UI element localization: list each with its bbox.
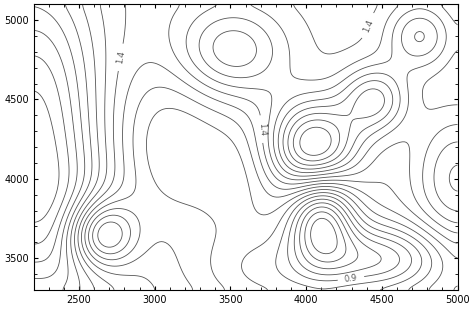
Text: 1.4: 1.4 [362,18,375,33]
Text: 1.4: 1.4 [256,122,266,136]
Text: 1.4: 1.4 [115,50,126,65]
Text: 0.9: 0.9 [344,273,358,284]
